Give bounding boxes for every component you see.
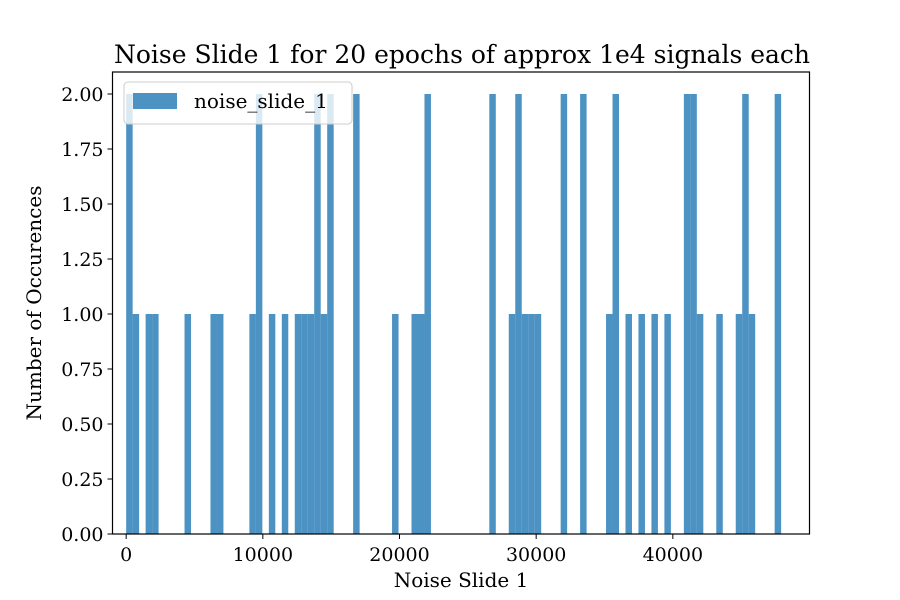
- histogram-bar: [625, 314, 632, 534]
- histogram-bar: [638, 314, 645, 534]
- y-axis-label: Number of Occurences: [22, 186, 46, 421]
- bars-group: [126, 94, 782, 534]
- y-tick-label: 0.00: [61, 524, 103, 546]
- legend-frame: [123, 81, 353, 125]
- y-tick-label: 1.75: [61, 139, 103, 161]
- histogram-bar: [327, 94, 334, 534]
- histogram-bar: [696, 314, 704, 534]
- histogram-bar: [268, 314, 276, 534]
- x-tick-label: 30000: [506, 544, 566, 566]
- y-tick-label: 0.25: [61, 469, 103, 491]
- histogram-bar: [735, 314, 743, 534]
- histogram-bar: [742, 94, 749, 534]
- histogram-bar: [424, 94, 431, 534]
- legend-label: noise_slide_1: [194, 89, 328, 113]
- histogram-bar: [281, 314, 289, 534]
- y-axis-ticks: 0.00 0.25 0.50 0.75 1.00 1.25 1.50 1.75 2.00: [61, 84, 113, 546]
- histogram-bar: [489, 94, 496, 534]
- x-axis-label: Noise Slide 1: [394, 568, 529, 592]
- histogram-bar: [184, 314, 192, 534]
- histogram-bar: [521, 314, 529, 534]
- histogram-bar: [320, 314, 328, 534]
- histogram-bar: [126, 94, 133, 534]
- chart-title: Noise Slide 1 for 20 epochs of approx 1e…: [114, 40, 810, 69]
- histogram-bar: [294, 314, 302, 534]
- y-tick-label: 1.00: [61, 304, 103, 326]
- histogram-bar: [314, 94, 321, 534]
- histogram-bar: [411, 314, 418, 534]
- legend: noise_slide_1: [123, 81, 353, 125]
- y-tick-label: 1.25: [61, 249, 103, 271]
- histogram-bar: [255, 94, 263, 534]
- histogram-bar: [301, 314, 308, 534]
- histogram-bar: [515, 94, 522, 534]
- x-tick-label: 20000: [369, 544, 429, 566]
- histogram-bar: [580, 94, 587, 534]
- histogram-bar: [774, 94, 782, 534]
- histogram-bar: [690, 94, 697, 534]
- x-axis-ticks: 0 10000 20000 30000 40000: [120, 534, 703, 566]
- histogram-bar: [683, 94, 691, 534]
- x-tick-label: 0: [120, 544, 132, 566]
- histogram-bar: [210, 314, 217, 534]
- histogram-bar: [560, 94, 568, 534]
- plot-frame: [111, 71, 811, 535]
- histogram-bar: [508, 314, 516, 534]
- histogram-bar: [216, 314, 224, 534]
- histogram-bar: [651, 314, 658, 534]
- histogram-bar: [417, 314, 425, 534]
- histogram-bar: [132, 314, 140, 534]
- y-tick-label: 0.75: [61, 359, 103, 381]
- histogram-bar: [612, 94, 620, 534]
- x-tick-label: 10000: [233, 544, 293, 566]
- histogram-bar: [748, 314, 756, 534]
- histogram-bar: [152, 314, 159, 534]
- histogram-bar: [307, 314, 315, 534]
- y-tick-label: 1.50: [61, 194, 103, 216]
- histogram-bar: [392, 314, 399, 534]
- histogram-bar: [664, 314, 671, 534]
- histogram-bar: [528, 314, 535, 534]
- y-tick-label: 2.00: [61, 84, 103, 106]
- histogram-bar: [606, 314, 613, 534]
- legend-swatch: [133, 93, 177, 109]
- histogram-bar: [534, 314, 542, 534]
- histogram-bar: [716, 314, 723, 534]
- histogram-bar: [145, 314, 153, 534]
- histogram-bar: [249, 314, 256, 534]
- x-tick-label: 40000: [643, 544, 703, 566]
- histogram-bar: [353, 94, 360, 534]
- y-tick-label: 0.50: [61, 414, 103, 436]
